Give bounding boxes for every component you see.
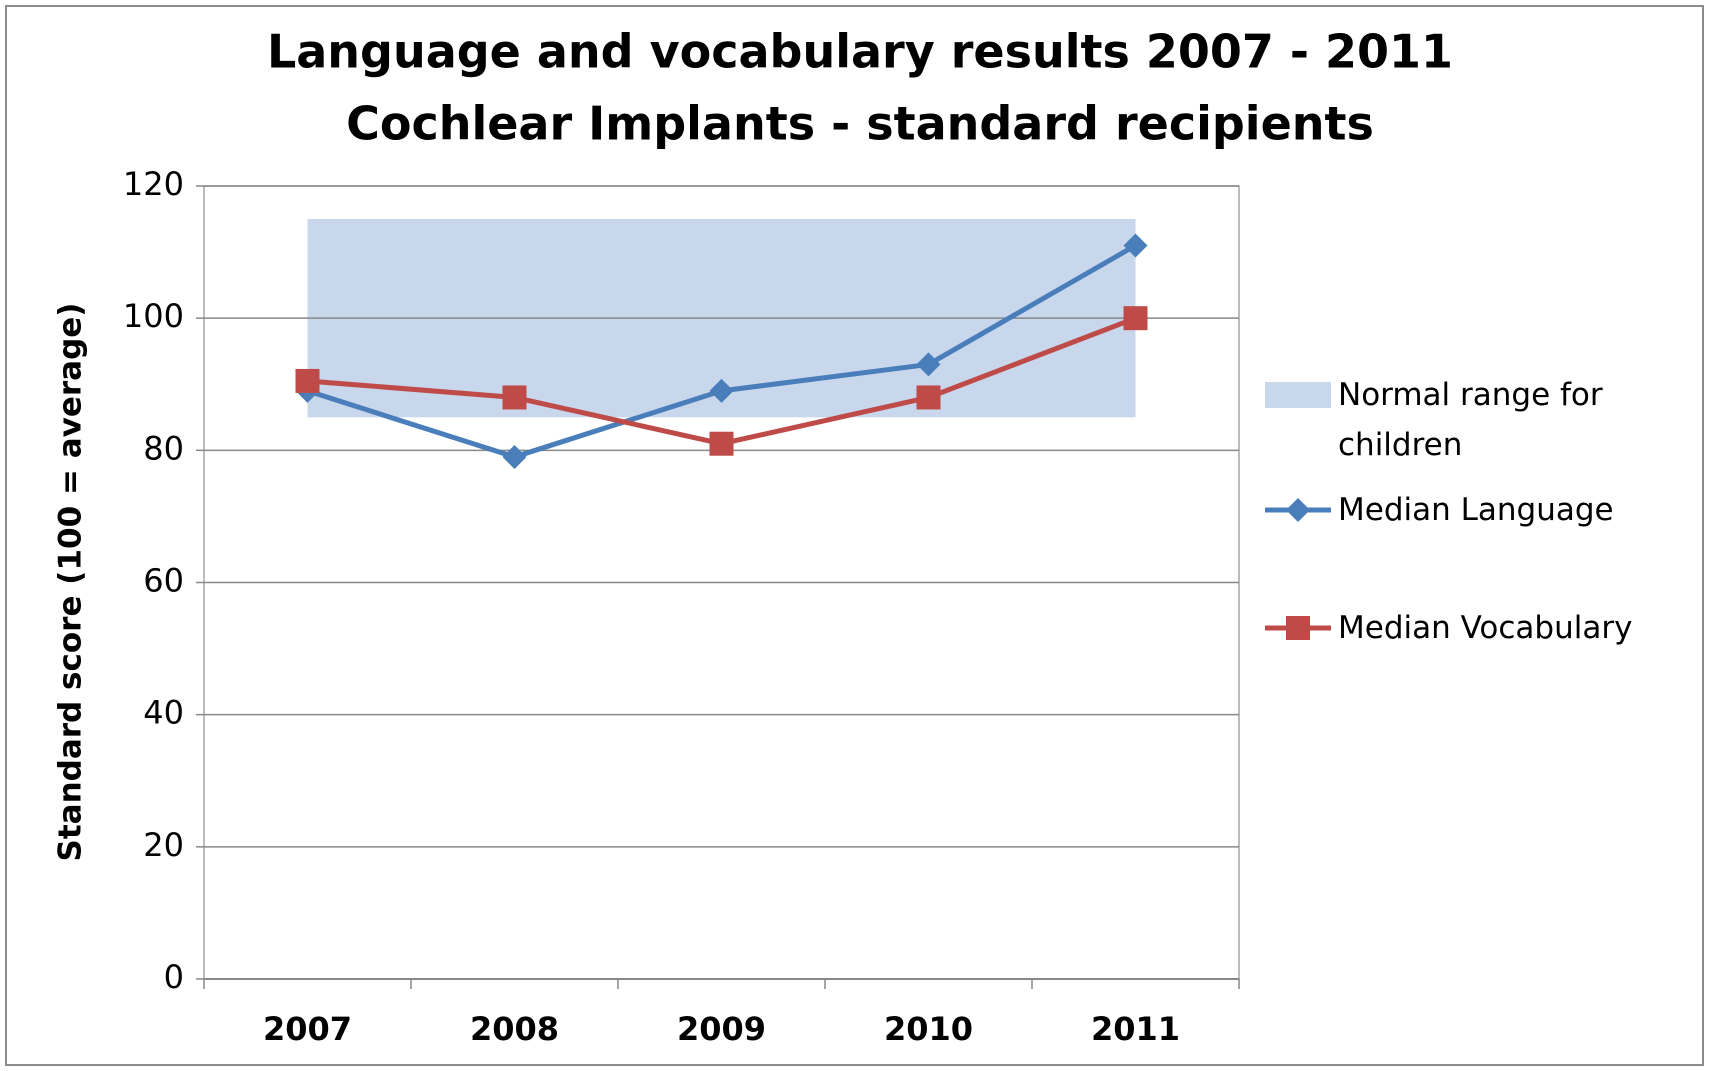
y-tick-label: 40	[143, 694, 184, 732]
marker	[502, 385, 527, 410]
legend-swatch	[1265, 382, 1331, 408]
x-tick-label: 2010	[884, 1010, 973, 1048]
chart-subtitle: Cochlear Implants - standard recipients	[346, 97, 1374, 151]
y-tick-label: 80	[143, 429, 184, 467]
legend-label: Median Language	[1338, 492, 1614, 528]
x-tick-label: 2009	[677, 1010, 766, 1048]
marker	[1123, 306, 1148, 331]
y-tick-label: 20	[143, 826, 184, 864]
legend-label: Median Vocabulary	[1338, 610, 1633, 646]
y-axis-label: Standard score (100 = average)	[53, 303, 89, 862]
marker	[295, 368, 320, 393]
marker	[916, 385, 941, 410]
x-tick-label: 2007	[263, 1010, 352, 1048]
marker	[1286, 498, 1310, 522]
x-tick-label: 2011	[1091, 1010, 1180, 1048]
marker	[502, 444, 527, 469]
y-tick-label: 60	[143, 562, 184, 600]
y-tick-label: 0	[164, 958, 184, 996]
legend-label: Normal range for children	[1338, 377, 1603, 463]
y-tick-label: 120	[123, 165, 184, 203]
y-tick-label: 100	[123, 297, 184, 335]
marker	[1123, 233, 1148, 258]
x-tick-label: 2008	[470, 1010, 559, 1048]
marker	[1286, 616, 1310, 640]
marker	[709, 378, 734, 403]
marker	[709, 431, 734, 456]
chart-title: Language and vocabulary results 2007 - 2…	[267, 25, 1453, 79]
marker	[916, 352, 941, 377]
chart-frame	[5, 5, 1704, 1066]
